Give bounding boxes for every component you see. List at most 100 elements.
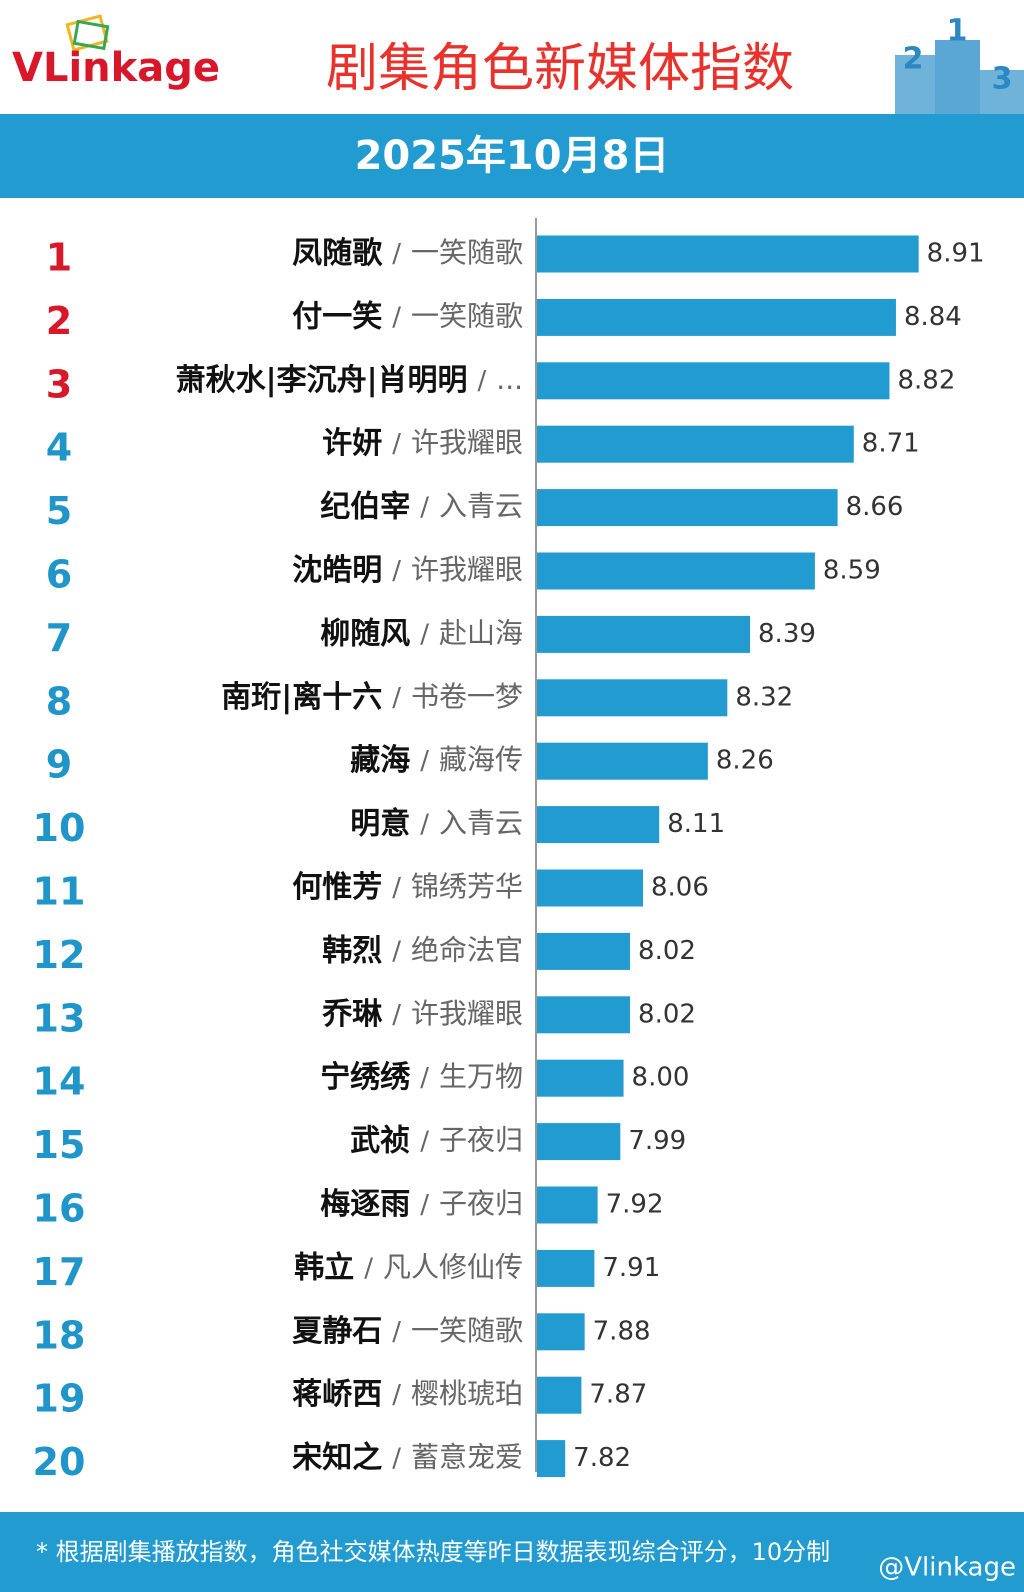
value-label: 7.87	[589, 1380, 647, 1410]
podium-block	[980, 70, 1024, 115]
rank: 12	[33, 933, 86, 977]
rank: 17	[33, 1250, 86, 1294]
value-label: 7.82	[573, 1443, 631, 1473]
bar	[537, 1440, 566, 1478]
value-label: 7.91	[602, 1253, 660, 1283]
category-label: 许妍 / 许我耀眼	[322, 426, 523, 461]
drama-name: 绝命法官	[411, 933, 523, 966]
character-name: 纪伯宰	[320, 489, 410, 524]
character-name: 乔琳	[322, 996, 383, 1031]
character-name: 韩立	[294, 1250, 354, 1285]
value-label: 8.66	[846, 492, 904, 522]
character-name: 宁绣绣	[320, 1060, 411, 1095]
rank: 11	[33, 870, 86, 914]
drama-name: 许我耀眼	[411, 997, 523, 1030]
bar	[537, 1186, 598, 1224]
separator: /	[420, 809, 429, 839]
separator: /	[392, 1443, 401, 1473]
separator: /	[392, 682, 401, 712]
value-label: 8.02	[638, 936, 696, 966]
category-label: 乔琳 / 许我耀眼	[322, 996, 523, 1031]
drama-name: 入青云	[439, 807, 523, 840]
drama-name: 樱桃琥珀	[411, 1377, 523, 1410]
bar	[537, 1123, 621, 1161]
bar	[537, 615, 751, 653]
category-label: 梅逐雨 / 子夜归	[320, 1187, 523, 1222]
logo-icon	[72, 19, 110, 51]
category-label: 韩立 / 凡人修仙传	[294, 1250, 523, 1285]
value-label: 8.26	[716, 746, 774, 776]
value-label: 7.99	[628, 1126, 686, 1156]
drama-name: 藏海传	[439, 743, 523, 776]
separator: /	[392, 556, 401, 586]
bar	[537, 1059, 624, 1097]
rank: 15	[33, 1123, 86, 1167]
value-label: 8.32	[735, 682, 793, 712]
bar	[537, 742, 708, 780]
value-label: 8.91	[927, 239, 985, 269]
drama-name: 子夜归	[439, 1187, 523, 1220]
category-label: 韩烈 / 绝命法官	[322, 933, 523, 968]
character-name: 夏静石	[292, 1313, 382, 1348]
bar	[537, 425, 854, 463]
value-label: 8.84	[904, 302, 962, 332]
podium-block	[935, 40, 980, 115]
value-label: 8.02	[638, 999, 696, 1029]
drama-name: ...	[496, 363, 523, 396]
rank: 1	[46, 236, 72, 280]
logo-text: VLinkage	[12, 45, 220, 91]
separator: /	[364, 1253, 373, 1283]
rank: 14	[33, 1060, 86, 1104]
rank: 16	[33, 1187, 86, 1231]
podium-label: 1	[947, 14, 968, 49]
bar	[537, 298, 896, 336]
drama-name: 一笑随歌	[411, 1314, 523, 1347]
separator: /	[420, 1126, 429, 1156]
character-name: 韩烈	[322, 933, 382, 968]
character-name: 藏海	[350, 743, 410, 778]
separator: /	[392, 936, 401, 966]
drama-name: 许我耀眼	[411, 553, 523, 586]
category-label: 藏海 / 藏海传	[350, 743, 523, 778]
date-band	[0, 114, 1024, 198]
bar	[537, 1313, 585, 1351]
rank: 19	[33, 1377, 86, 1421]
value-label: 8.00	[632, 1063, 690, 1093]
drama-name: 入青云	[439, 490, 523, 523]
rank: 7	[46, 616, 72, 660]
character-name: 沈皓明	[292, 553, 382, 588]
character-name: 明意	[350, 806, 410, 841]
value-label: 8.06	[651, 873, 709, 903]
separator: /	[420, 746, 429, 776]
category-label: 宁绣绣 / 生万物	[320, 1060, 523, 1095]
value-label: 7.88	[593, 1316, 651, 1346]
category-label: 明意 / 入青云	[350, 806, 523, 841]
character-name: 南珩|离十六	[221, 679, 382, 714]
bar	[537, 489, 838, 527]
character-name: 梅逐雨	[320, 1187, 410, 1222]
value-label: 8.39	[758, 619, 816, 649]
podium-label: 2	[903, 42, 924, 77]
category-label: 何惟芳 / 锦绣芳华	[292, 870, 523, 905]
value-label: 7.92	[606, 1190, 664, 1220]
bar	[537, 806, 660, 844]
podium: 2 1 3	[895, 14, 1024, 115]
character-name: 宋知之	[292, 1440, 382, 1475]
character-name: 萧秋水|李沉舟|肖明明	[176, 362, 468, 397]
bar	[537, 869, 644, 907]
separator: /	[420, 1190, 429, 1220]
chart-subtitle: 2025年10月8日	[355, 133, 670, 179]
rank: 5	[46, 489, 72, 533]
category-label: 夏静石 / 一笑随歌	[292, 1313, 523, 1348]
separator: /	[392, 239, 401, 269]
separator: /	[392, 1316, 401, 1346]
category-label: 纪伯宰 / 入青云	[320, 489, 523, 524]
rank: 8	[46, 679, 72, 723]
drama-name: 书卷一梦	[411, 680, 523, 713]
category-label: 武祯 / 子夜归	[350, 1123, 523, 1158]
character-name: 付一笑	[292, 299, 382, 334]
character-name: 蒋峤西	[292, 1377, 382, 1412]
drama-name: 赴山海	[439, 616, 523, 649]
character-name: 何惟芳	[292, 870, 382, 905]
drama-name: 一笑随歌	[411, 299, 523, 332]
